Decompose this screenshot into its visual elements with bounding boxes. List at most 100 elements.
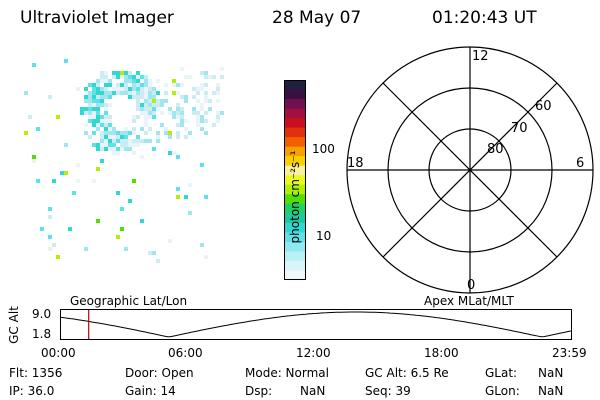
colorbar-unit-label: photon cm⁻²s⁻¹	[288, 150, 302, 244]
uv-pixel	[216, 119, 220, 123]
uv-pixel	[88, 95, 92, 99]
uv-pixel	[180, 119, 184, 123]
uv-pixel	[108, 91, 112, 95]
uv-pixel	[140, 91, 144, 95]
uv-pixel	[204, 99, 208, 103]
uv-pixel	[152, 107, 156, 111]
uv-pixel	[144, 75, 148, 79]
uv-pixel	[92, 123, 96, 127]
uv-pixel	[76, 87, 80, 91]
uv-pixel	[96, 167, 100, 171]
uv-pixel	[128, 147, 132, 151]
uv-pixel	[200, 119, 204, 123]
uv-pixel	[24, 131, 28, 135]
uv-pixel	[84, 99, 88, 103]
uv-pixel	[100, 159, 104, 163]
uv-pixel	[160, 99, 164, 103]
uv-pixel	[32, 63, 36, 67]
uv-pixel	[184, 99, 188, 103]
uv-pixel	[188, 75, 192, 79]
uv-pixel	[180, 83, 184, 87]
uv-pixel	[200, 107, 204, 111]
uv-pixel	[204, 75, 208, 79]
uv-pixel	[116, 135, 120, 139]
colorbar-band	[284, 165, 306, 176]
uv-pixel	[140, 111, 144, 115]
uv-pixel	[172, 91, 176, 95]
uv-pixel	[32, 159, 36, 163]
uv-pixel	[96, 219, 100, 223]
uv-pixel	[220, 67, 224, 71]
uv-pixel	[128, 91, 132, 95]
uv-pixel	[120, 75, 124, 79]
uv-pixel	[88, 103, 92, 107]
uv-pixel	[96, 91, 100, 95]
uv-pixel	[120, 147, 124, 151]
dsp-value: NaN	[300, 384, 326, 398]
uv-pixel	[100, 95, 104, 99]
colorbar-band	[284, 175, 306, 186]
uv-pixel	[36, 179, 40, 183]
lat-label-80: 80	[487, 142, 504, 157]
uv-pixel	[132, 143, 136, 147]
colorbar-band	[284, 156, 306, 167]
uv-pixel	[136, 103, 140, 107]
uv-pixel	[200, 127, 204, 131]
uv-pixel	[120, 131, 124, 135]
uv-pixel	[196, 91, 200, 95]
uv-pixel	[132, 127, 136, 131]
uv-pixel	[120, 71, 124, 75]
uv-pixel	[108, 83, 112, 87]
uv-pixel	[100, 75, 104, 79]
uv-pixel	[56, 115, 60, 119]
uv-pixel	[200, 115, 204, 119]
uv-pixel	[128, 71, 132, 75]
uv-pixel	[144, 79, 148, 83]
uv-pixel	[84, 131, 88, 135]
uv-pixel	[208, 99, 212, 103]
uv-pixel	[88, 83, 92, 87]
uv-pixel	[136, 83, 140, 87]
colorbar-tick-10: 10	[316, 229, 332, 243]
timeline-plot[interactable]	[59, 309, 573, 341]
uv-pixel	[184, 75, 188, 79]
timeline-left-label: Geographic Lat/Lon	[70, 294, 188, 308]
uv-pixel	[108, 95, 112, 99]
uv-pixel	[128, 131, 132, 135]
colorbar-band	[284, 222, 306, 233]
mlt-label-0: 0	[467, 278, 475, 293]
uv-pixel	[152, 99, 156, 103]
uv-pixel	[48, 95, 52, 99]
uv-pixel	[156, 99, 160, 103]
uv-pixel	[140, 103, 144, 107]
uv-pixel	[152, 111, 156, 115]
uv-pixel	[140, 219, 144, 223]
colorbar-band	[284, 127, 306, 138]
uv-pixel	[148, 107, 152, 111]
image-date: 28 May 07	[272, 8, 362, 28]
uv-pixel	[104, 127, 108, 131]
uv-pixel	[136, 79, 140, 83]
uv-pixel	[204, 95, 208, 99]
uv-pixel	[104, 111, 108, 115]
uv-pixel	[108, 135, 112, 139]
colorbar-band	[284, 146, 306, 157]
uv-pixel	[112, 139, 116, 143]
uv-pixel	[148, 99, 152, 103]
uv-pixel	[96, 79, 100, 83]
uv-pixel	[176, 195, 180, 199]
uv-pixel	[108, 115, 112, 119]
uv-pixel	[136, 99, 140, 103]
uv-pixel	[180, 95, 184, 99]
ip-value: IP: 36.0	[9, 384, 55, 398]
uv-pixel	[100, 119, 104, 123]
uv-pixel	[180, 115, 184, 119]
uv-pixel	[144, 131, 148, 135]
uv-pixel	[104, 107, 108, 111]
uv-pixel	[164, 99, 168, 103]
uv-pixel	[184, 195, 188, 199]
uv-pixel	[84, 107, 88, 111]
uv-pixel	[204, 83, 208, 87]
uv-pixel	[100, 115, 104, 119]
uv-pixel	[152, 251, 156, 255]
